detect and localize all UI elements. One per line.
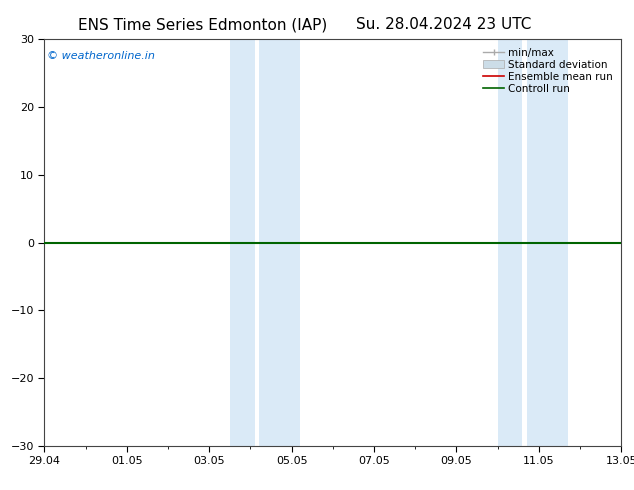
Bar xyxy=(498,39,522,446)
Bar xyxy=(526,39,567,446)
Text: Su. 28.04.2024 23 UTC: Su. 28.04.2024 23 UTC xyxy=(356,17,531,32)
Legend: min/max, Standard deviation, Ensemble mean run, Controll run: min/max, Standard deviation, Ensemble me… xyxy=(480,45,616,97)
Bar xyxy=(259,39,300,446)
Bar xyxy=(230,39,254,446)
Text: © weatheronline.in: © weatheronline.in xyxy=(48,51,155,61)
Text: ENS Time Series Edmonton (IAP): ENS Time Series Edmonton (IAP) xyxy=(78,17,328,32)
